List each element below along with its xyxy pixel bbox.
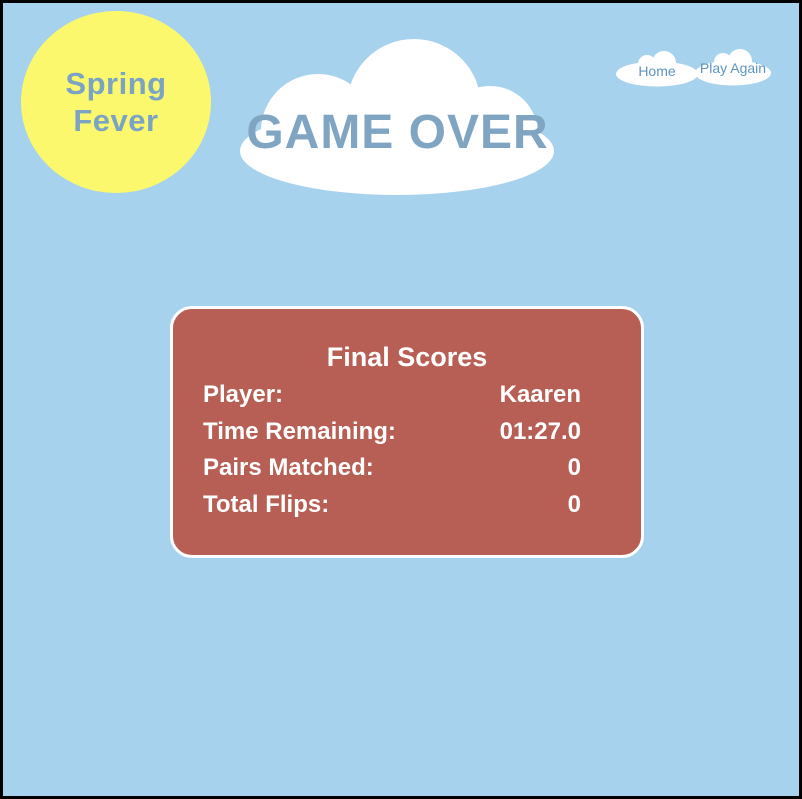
home-button-label: Home — [638, 63, 676, 79]
play-again-button[interactable]: Play Again — [694, 48, 772, 86]
score-label: Player: — [203, 381, 284, 408]
game-over-title: GAME OVER — [246, 106, 549, 159]
score-row-total-flips: Total Flips: 0 — [203, 487, 581, 524]
score-row-time-remaining: Time Remaining: 01:27.0 — [203, 414, 581, 451]
final-scores-panel: Final Scores Player: Kaaren Time Remaini… — [170, 306, 644, 558]
score-label: Time Remaining: — [203, 417, 396, 445]
score-row-pairs-matched: Pairs Matched: 0 — [203, 450, 581, 487]
score-value: 0 — [567, 490, 581, 518]
score-label: Total Flips: — [203, 490, 330, 518]
score-value: 01:27.0 — [499, 417, 581, 445]
game-over-screen: Spring Fever GAME OVER Home — [3, 3, 799, 796]
play-again-button-label: Play Again — [699, 60, 767, 76]
game-over-banner: GAME OVER — [240, 39, 555, 195]
cloud-icon — [616, 51, 698, 87]
spring-fever-logo: Spring Fever — [21, 11, 211, 193]
home-button[interactable]: Home — [615, 50, 699, 87]
cloud-icon — [695, 49, 771, 86]
score-label: Pairs Matched: — [203, 454, 374, 481]
logo-line-1: Spring — [65, 66, 167, 101]
score-row-player: Player: Kaaren — [203, 377, 581, 414]
logo-line-2: Fever — [73, 103, 159, 138]
cloud-icon — [240, 39, 554, 195]
score-value: 0 — [567, 454, 581, 481]
score-value: Kaaren — [499, 381, 581, 408]
score-rows: Player: Kaaren Time Remaining: 01:27.0 P… — [203, 377, 581, 523]
final-scores-heading: Final Scores — [326, 342, 488, 372]
